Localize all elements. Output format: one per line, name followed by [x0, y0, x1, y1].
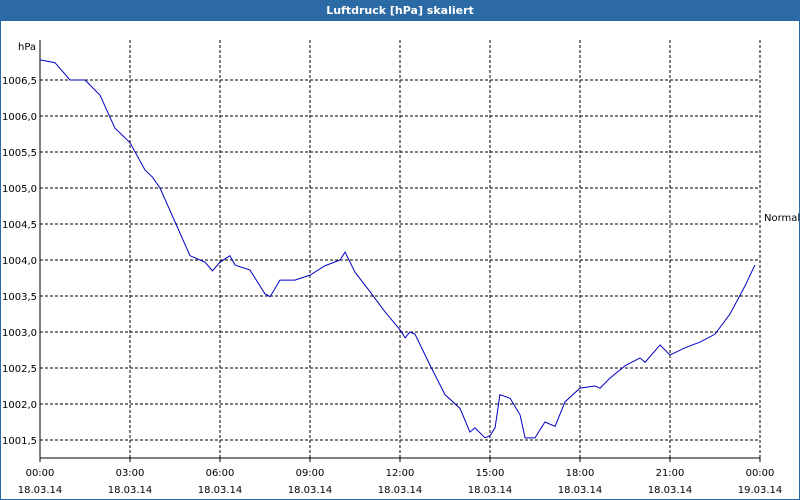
x-tick-date: 18.03.14 [378, 485, 423, 496]
x-tick-label: 21:00 [656, 468, 685, 479]
x-tick-date: 18.03.14 [198, 485, 243, 496]
x-tick-date: 18.03.14 [18, 485, 63, 496]
x-tick-label: 06:00 [206, 468, 235, 479]
y-tick-label: 1005,5 [2, 148, 37, 159]
y-tick-label: 1004,5 [2, 220, 37, 231]
x-tick-date: 18.03.14 [468, 485, 513, 496]
y-tick-label: 1001,5 [2, 436, 37, 447]
y-tick-label: 1004,0 [2, 256, 37, 267]
x-tick-date: 19.03.14 [738, 485, 783, 496]
y-tick-label: 1003,5 [2, 292, 37, 303]
x-tick-label: 15:00 [476, 468, 505, 479]
legend-label: Normal [764, 213, 800, 224]
x-tick-date: 18.03.14 [288, 485, 333, 496]
y-tick-label: 1005,0 [2, 184, 37, 195]
y-tick-label: 1002,0 [2, 400, 37, 411]
x-tick-label: 00:00 [26, 468, 55, 479]
y-unit: hPa [18, 42, 36, 53]
y-tick-label: 1006,5 [2, 76, 37, 87]
x-tick-date: 18.03.14 [648, 485, 693, 496]
x-tick-date: 18.03.14 [558, 485, 603, 496]
title-bar: Luftdruck [hPa] skaliert [1, 1, 799, 21]
y-tick-label: 1006,0 [2, 112, 37, 123]
x-tick-label: 18:00 [566, 468, 595, 479]
y-tick-label: 1002,5 [2, 364, 37, 375]
y-tick-label: 1003,0 [2, 328, 37, 339]
x-tick-date: 18.03.14 [108, 485, 153, 496]
data-line [39, 59, 756, 439]
x-tick-label: 12:00 [386, 468, 415, 479]
x-tick-label: 09:00 [296, 468, 325, 479]
x-tick-label: 03:00 [116, 468, 145, 479]
x-tick-label: 00:00 [746, 468, 775, 479]
